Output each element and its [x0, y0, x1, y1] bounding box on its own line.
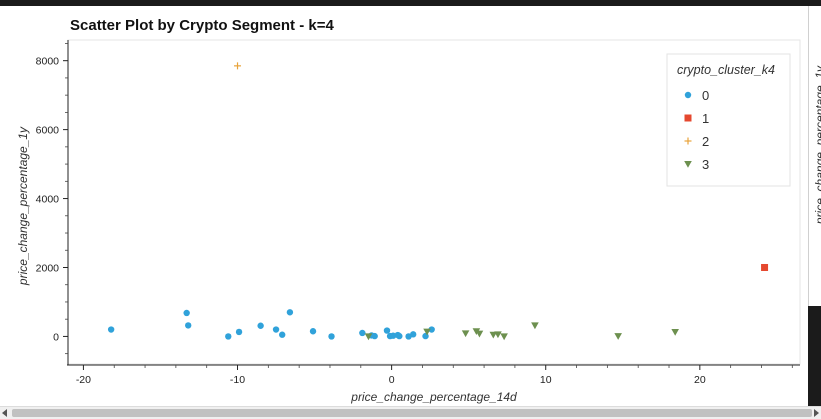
legend-marker-cluster-1	[684, 114, 692, 122]
x-tick-label: -20	[76, 374, 91, 386]
y-tick-label: 0	[53, 331, 59, 343]
data-point-cluster-0	[396, 332, 403, 340]
scroll-right-arrow-icon[interactable]	[814, 409, 819, 417]
data-point-cluster-0	[257, 322, 264, 329]
y-tick-label: 8000	[36, 56, 60, 68]
legend-marker-cluster-3	[684, 161, 692, 168]
data-point-cluster-1	[761, 263, 769, 271]
data-point-cluster-0	[383, 327, 391, 334]
data-point-cluster-0	[185, 322, 192, 329]
data-point-cluster-0	[286, 309, 294, 316]
data-point-cluster-0	[279, 331, 286, 338]
y-axis-label: price_change_percentage_1y	[16, 126, 30, 286]
data-point-cluster-0	[409, 331, 417, 338]
legend-label-cluster-0: 0	[702, 88, 709, 103]
y-tick-label: 4000	[36, 194, 60, 206]
data-point-cluster-0	[272, 326, 280, 333]
data-point-cluster-0	[371, 332, 378, 340]
data-point-cluster-3	[531, 322, 539, 330]
scatter-chart: Scatter Plot by Crypto Segment - k=4 020…	[16, 17, 801, 404]
data-point-cluster-3	[423, 328, 431, 336]
chart-panel: Scatter Plot by Crypto Segment - k=4 0 20…	[0, 6, 808, 406]
data-point-cluster-0	[428, 326, 435, 333]
adjacent-chart-panel: price_change_percentage_1y	[808, 6, 821, 306]
data-point-cluster-0	[359, 329, 366, 337]
data-point-cluster-3	[671, 328, 679, 336]
legend-label-cluster-2: 2	[702, 134, 709, 149]
adjacent-panel-background	[808, 306, 821, 406]
data-point-cluster-3	[489, 331, 498, 339]
data-point-cluster-0	[183, 309, 190, 317]
legend: crypto_cluster_k4 0 1 2 3	[666, 53, 791, 187]
x-tick-label: -10	[230, 374, 245, 386]
data-point-cluster-3	[494, 331, 502, 339]
legend-label-cluster-3: 3	[702, 157, 709, 172]
plot-area	[107, 62, 769, 341]
window-top-strip	[0, 0, 821, 6]
data-point-cluster-3	[500, 333, 508, 341]
y-tick-label: 2000	[36, 262, 60, 274]
data-point-cluster-3	[475, 330, 484, 338]
data-point-cluster-2	[234, 62, 242, 70]
data-point-cluster-0	[235, 328, 243, 336]
legend-marker-cluster-0	[684, 91, 692, 99]
horizontal-scrollbar[interactable]	[0, 406, 821, 419]
data-point-cluster-0	[309, 328, 317, 335]
legend-title: crypto_cluster_k4	[677, 63, 775, 77]
x-tick-label: 10	[540, 374, 552, 386]
data-point-cluster-0	[225, 333, 232, 340]
adjacent-chart-y-label: price_change_percentage_1y	[813, 66, 821, 225]
data-point-cluster-3	[364, 333, 373, 341]
data-point-cluster-0	[107, 326, 115, 333]
x-tick-label: 20	[694, 374, 706, 386]
data-point-cluster-3	[614, 333, 622, 340]
x-axis-label: price_change_percentage_14d	[350, 390, 517, 404]
chart-title: Scatter Plot by Crypto Segment - k=4	[70, 17, 334, 34]
y-tick-label: 6000	[36, 125, 60, 137]
legend-label-cluster-1: 1	[702, 111, 709, 126]
x-tick-label: 0	[389, 374, 395, 386]
legend-marker-cluster-2	[684, 137, 692, 145]
scroll-left-arrow-icon[interactable]	[2, 409, 7, 417]
scrollbar-thumb[interactable]	[12, 409, 812, 417]
data-point-cluster-3	[461, 330, 470, 338]
data-point-cluster-0	[328, 333, 335, 340]
